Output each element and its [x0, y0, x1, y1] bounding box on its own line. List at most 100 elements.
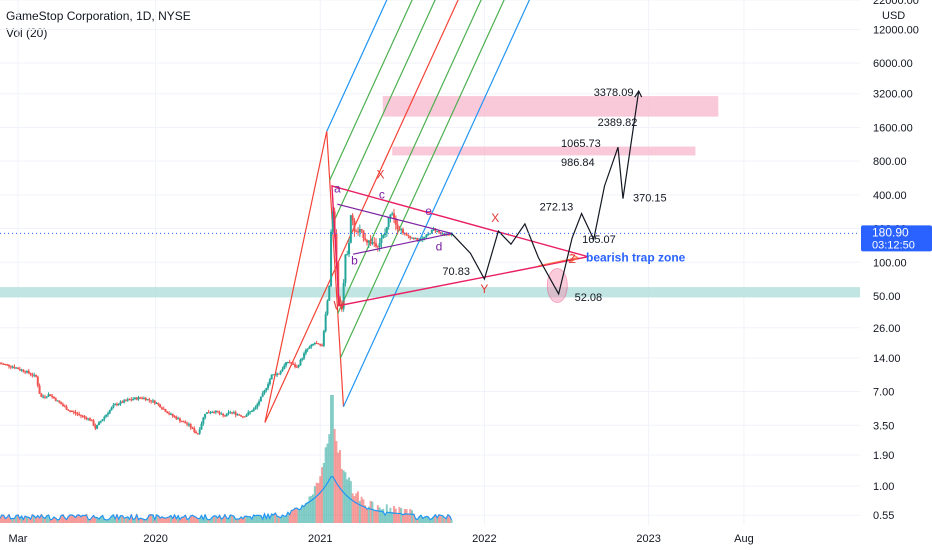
highlight-zones	[0, 96, 860, 298]
pitchfork-upper-inner	[331, 0, 436, 225]
price-tick-label: 3200.00	[873, 89, 913, 101]
volume-bar	[429, 519, 431, 523]
volume-bar	[162, 517, 165, 523]
price-tick-label: 26.00	[873, 323, 901, 335]
candle-body	[382, 235, 385, 238]
volume-bar	[227, 518, 230, 523]
volume-bar	[322, 462, 325, 523]
volume-bar	[87, 518, 90, 523]
volume-bar	[36, 515, 39, 523]
volume-bar	[450, 519, 453, 523]
volume-bar	[267, 514, 270, 523]
candle-body	[349, 215, 352, 243]
candle-body	[319, 343, 322, 346]
candle-body	[180, 421, 183, 423]
price-tick-label: 50.00	[873, 291, 901, 303]
volume-bar	[72, 515, 75, 523]
volume-bar	[171, 518, 174, 523]
trap-arrow-head	[570, 253, 580, 263]
pitchfork-lower-outer	[342, 0, 531, 407]
candle-body	[290, 363, 293, 365]
volume-bar	[303, 506, 306, 523]
volume-bar	[446, 514, 449, 523]
candle-body	[272, 374, 275, 376]
candle-body	[69, 410, 72, 412]
volume-bar	[344, 472, 347, 523]
price-tag-countdown: 03:12:50	[872, 239, 915, 251]
candle-body	[51, 395, 54, 397]
volume-bar	[299, 509, 302, 523]
volume-bar	[274, 513, 277, 523]
candle-body	[61, 404, 64, 406]
wave-label: a	[334, 181, 341, 195]
candle-body	[411, 237, 414, 239]
candle-body	[396, 224, 399, 229]
volume-bar	[13, 518, 16, 523]
volume-bar	[96, 517, 99, 523]
candle-body	[317, 343, 320, 345]
volume-bar	[144, 519, 147, 523]
candle-body	[373, 242, 376, 244]
time-axis[interactable]: Mar 2020 2021 2022 2023 Aug	[0, 525, 932, 550]
candle-body	[186, 423, 189, 425]
volume-bar	[414, 518, 417, 523]
candle-body	[245, 414, 248, 417]
volume-bar	[155, 514, 158, 523]
volume-bar	[223, 514, 226, 523]
candle-body	[31, 374, 34, 376]
volume-bar	[263, 513, 266, 523]
inner-triangle-line	[337, 203, 452, 234]
currency-label[interactable]: USD	[882, 10, 905, 22]
price-axis[interactable]: USD 22000.00 12000.00 6000.00 3200.00 1600.0…	[860, 0, 932, 525]
volume-bar	[38, 517, 41, 523]
volume-bar	[420, 515, 423, 523]
candle-body	[238, 414, 241, 416]
candle-body	[357, 231, 360, 233]
candle-body	[83, 416, 86, 418]
time-tick-label: 2020	[143, 533, 167, 545]
volume-bar	[245, 516, 248, 523]
price-zone	[392, 146, 696, 156]
chart-annotations: bearish trap zone 3378.09 2389.82 1065.73 98…	[333, 87, 685, 312]
candle-body	[240, 415, 243, 417]
price-tick-label: 100.00	[873, 257, 907, 269]
candle-body	[36, 376, 39, 386]
volume-bar	[45, 515, 48, 523]
candle-body	[78, 414, 81, 416]
candle-body	[151, 400, 154, 402]
volume-bar	[56, 519, 59, 523]
candle-body	[112, 405, 115, 408]
volume-bar	[204, 514, 207, 523]
candle-body	[97, 422, 100, 425]
candle-body	[288, 361, 291, 364]
volume-bar	[67, 516, 70, 523]
candle-body	[72, 411, 75, 413]
candle-body	[2, 363, 5, 365]
volume-bar	[159, 518, 162, 523]
projection-path[interactable]	[451, 89, 643, 296]
volume-bar	[6, 517, 9, 523]
candle-body	[38, 385, 41, 394]
volume-bar	[297, 509, 300, 523]
candle-body	[155, 402, 158, 404]
volume-bar	[443, 517, 446, 523]
triangle-pattern[interactable]	[331, 185, 589, 307]
volume-bar	[202, 519, 205, 523]
volume-bar	[436, 517, 439, 523]
volume-bar	[400, 508, 403, 523]
candle-body	[114, 404, 117, 406]
candle-body	[367, 240, 370, 243]
volume-bar	[157, 515, 160, 523]
volume-bar	[317, 483, 320, 523]
wave-label: c	[379, 188, 385, 202]
candle-body	[443, 233, 446, 235]
symbol-title[interactable]: GameStop Corporation, 1D, NYSE	[6, 9, 191, 23]
volume-bar	[220, 518, 223, 523]
volume-bar	[286, 512, 289, 523]
price-tag-value: 180.90	[872, 225, 909, 239]
candle-body	[259, 396, 262, 402]
volume-bar	[398, 506, 401, 523]
candle-body	[175, 416, 178, 419]
candle-body	[47, 394, 50, 397]
